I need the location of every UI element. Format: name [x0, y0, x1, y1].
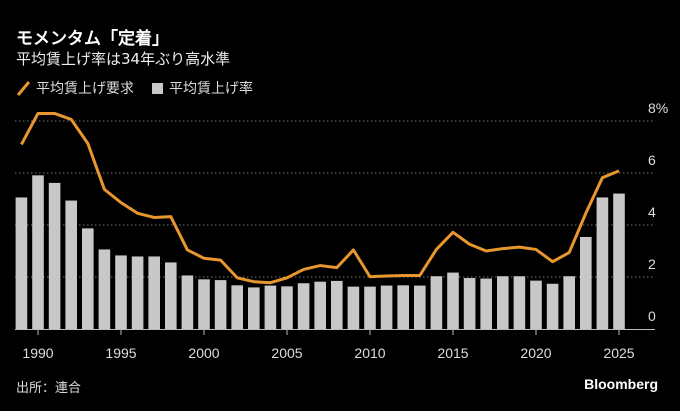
bar: [65, 200, 77, 329]
bar: [380, 285, 393, 329]
bar: [580, 236, 592, 329]
legend-bar-swatch: [152, 82, 163, 94]
bar: [314, 281, 326, 329]
bar: [48, 182, 61, 329]
bar: [430, 276, 443, 329]
bar: [198, 279, 210, 329]
x-tick-label: 1995: [105, 345, 136, 361]
bar: [231, 285, 243, 329]
bar: [82, 228, 94, 329]
bar: [165, 262, 177, 329]
legend-label-demand: 平均賃上げ要求: [36, 81, 134, 97]
bar: [264, 285, 277, 329]
bar: [281, 286, 293, 329]
bar: [331, 280, 343, 329]
x-tick-label: 2005: [271, 345, 302, 361]
legend: 平均賃上げ要求 平均賃上げ率: [16, 78, 253, 98]
x-tick-label: 2015: [437, 345, 468, 361]
bar: [447, 272, 459, 329]
y-tick-label: 0: [648, 308, 656, 324]
bar: [397, 285, 409, 329]
bar: [248, 287, 260, 329]
bloomberg-logo: Bloomberg: [584, 376, 658, 392]
bar: [148, 256, 160, 329]
bar: [131, 256, 144, 329]
legend-label-rate: 平均賃上げ率: [169, 81, 253, 97]
bar: [497, 276, 509, 329]
bar: [98, 249, 111, 329]
chart-subtitle: 平均賃上げ率は34年ぶり高水準: [16, 50, 231, 68]
bar: [414, 285, 426, 329]
bar: [297, 283, 310, 329]
bar: [613, 193, 625, 329]
bar: [364, 286, 376, 329]
bar: [480, 278, 492, 329]
source-note: 出所：連合: [16, 381, 82, 396]
y-tick-label: 6: [648, 152, 656, 168]
y-tick-label: 2: [648, 256, 656, 272]
bar: [181, 275, 194, 329]
bar: [546, 283, 559, 329]
x-tick-label: 2020: [520, 345, 551, 361]
x-tick-label: 1990: [22, 345, 53, 361]
bar: [563, 276, 575, 329]
y-tick-label: 8%: [648, 100, 668, 116]
bar: [530, 280, 542, 329]
bar: [115, 255, 127, 329]
x-tick-label: 2010: [354, 345, 385, 361]
bar: [513, 276, 526, 329]
x-tick-label: 2000: [188, 345, 219, 361]
chart-title: モメンタム「定着」: [16, 29, 169, 49]
x-tick-label: 2025: [603, 345, 634, 361]
bar: [214, 280, 227, 329]
bar: [347, 286, 360, 329]
bar: [463, 278, 476, 329]
bar: [32, 175, 44, 329]
bar: [596, 197, 609, 329]
y-tick-label: 4: [648, 204, 656, 220]
demand-line: [20, 111, 620, 285]
bar: [15, 197, 28, 329]
